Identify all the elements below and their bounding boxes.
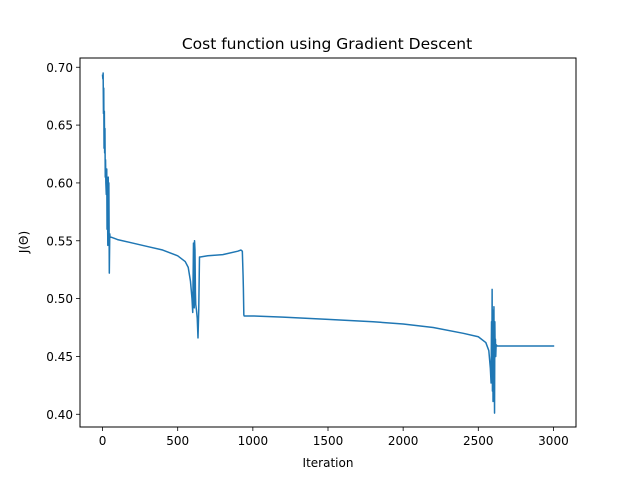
- x-tick-label: 500: [166, 434, 189, 448]
- x-tick-label: 3000: [538, 434, 569, 448]
- cost-series-line: [101, 72, 555, 414]
- x-tick-label: 0: [99, 434, 107, 448]
- x-axis-ticks: 0 500 1000 1500 2000 2500 3000: [99, 427, 569, 448]
- x-tick-label: 2000: [388, 434, 419, 448]
- y-tick-label: 0.45: [46, 350, 73, 364]
- chart-title: Cost function using Gradient Descent: [182, 35, 472, 53]
- y-tick-label: 0.60: [46, 176, 73, 190]
- x-tick-label: 1500: [313, 434, 344, 448]
- y-tick-label: 0.40: [46, 408, 73, 422]
- y-tick-label: 0.50: [46, 292, 73, 306]
- x-tick-label: 1000: [238, 434, 269, 448]
- x-axis-label: Iteration: [303, 456, 354, 470]
- y-axis-label: J(Θ): [17, 231, 31, 254]
- y-tick-label: 0.65: [46, 119, 73, 133]
- x-tick-label: 2500: [463, 434, 494, 448]
- y-tick-label: 0.70: [46, 61, 73, 75]
- y-axis-ticks: 0.40 0.45 0.50 0.55 0.60 0.65 0.70: [46, 61, 80, 422]
- y-tick-label: 0.55: [46, 234, 73, 248]
- plot-area: [101, 72, 555, 414]
